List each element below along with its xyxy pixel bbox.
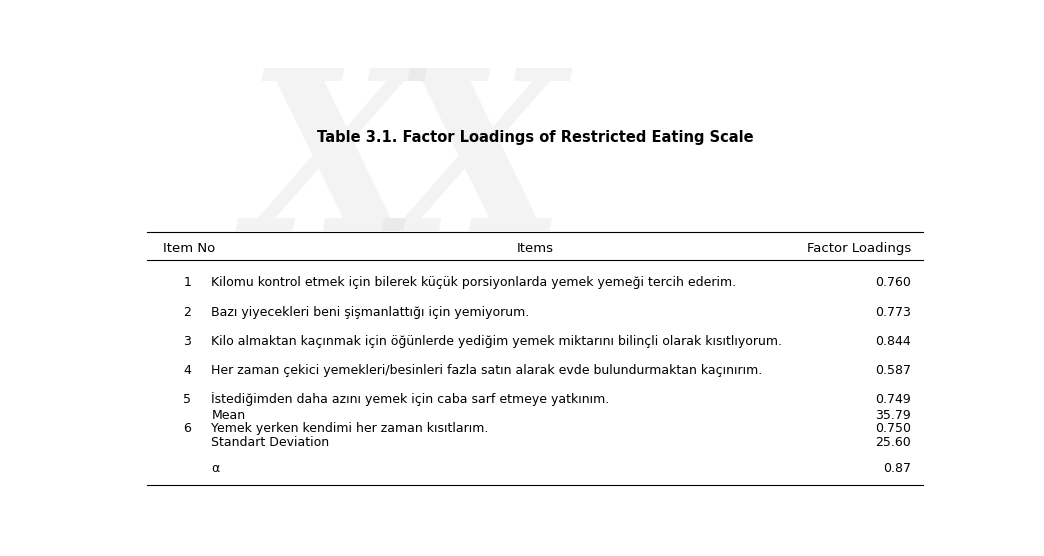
Text: Factor Loadings: Factor Loadings bbox=[807, 242, 911, 255]
Text: 0.87: 0.87 bbox=[883, 462, 911, 475]
Text: X: X bbox=[246, 61, 419, 277]
Text: Item No: Item No bbox=[163, 242, 215, 255]
Text: 4: 4 bbox=[184, 364, 191, 377]
Text: Items: Items bbox=[517, 242, 553, 255]
Text: İstediğimden daha azını yemek için caba sarf etmeye yatkınım.: İstediğimden daha azını yemek için caba … bbox=[211, 393, 610, 406]
Text: Yemek yerken kendimi her zaman kısıtlarım.: Yemek yerken kendimi her zaman kısıtları… bbox=[211, 422, 489, 435]
Text: 0.844: 0.844 bbox=[876, 335, 911, 348]
Text: 0.760: 0.760 bbox=[876, 276, 911, 290]
Text: Table 3.1. Factor Loadings of Restricted Eating Scale: Table 3.1. Factor Loadings of Restricted… bbox=[316, 130, 754, 145]
Text: 0.587: 0.587 bbox=[875, 364, 911, 377]
Text: Kilo almaktan kaçınmak için öğünlerde yediğim yemek miktarını bilinçli olarak kı: Kilo almaktan kaçınmak için öğünlerde ye… bbox=[211, 335, 782, 348]
Text: Her zaman çekici yemekleri/besinleri fazla satın alarak evde bulundurmaktan kaçı: Her zaman çekici yemekleri/besinleri faz… bbox=[211, 364, 763, 377]
Text: 0.750: 0.750 bbox=[875, 422, 911, 435]
Text: 2: 2 bbox=[184, 306, 191, 319]
Text: 3: 3 bbox=[184, 335, 191, 348]
Text: 0.773: 0.773 bbox=[876, 306, 911, 319]
Text: Mean: Mean bbox=[211, 409, 245, 422]
Text: 6: 6 bbox=[184, 422, 191, 435]
Text: Bazı yiyecekleri beni şişmanlattığı için yemiyorum.: Bazı yiyecekleri beni şişmanlattığı için… bbox=[211, 306, 529, 319]
Text: 0.749: 0.749 bbox=[876, 393, 911, 406]
Text: 1: 1 bbox=[184, 276, 191, 290]
Text: 35.79: 35.79 bbox=[876, 409, 911, 422]
Text: X: X bbox=[393, 61, 565, 277]
Text: Kilomu kontrol etmek için bilerek küçük porsiyonlarda yemek yemeği tercih ederim: Kilomu kontrol etmek için bilerek küçük … bbox=[211, 276, 736, 290]
Text: 5: 5 bbox=[183, 393, 191, 406]
Text: α: α bbox=[211, 462, 219, 475]
Text: Standart Deviation: Standart Deviation bbox=[211, 436, 330, 449]
Text: 25.60: 25.60 bbox=[876, 436, 911, 449]
